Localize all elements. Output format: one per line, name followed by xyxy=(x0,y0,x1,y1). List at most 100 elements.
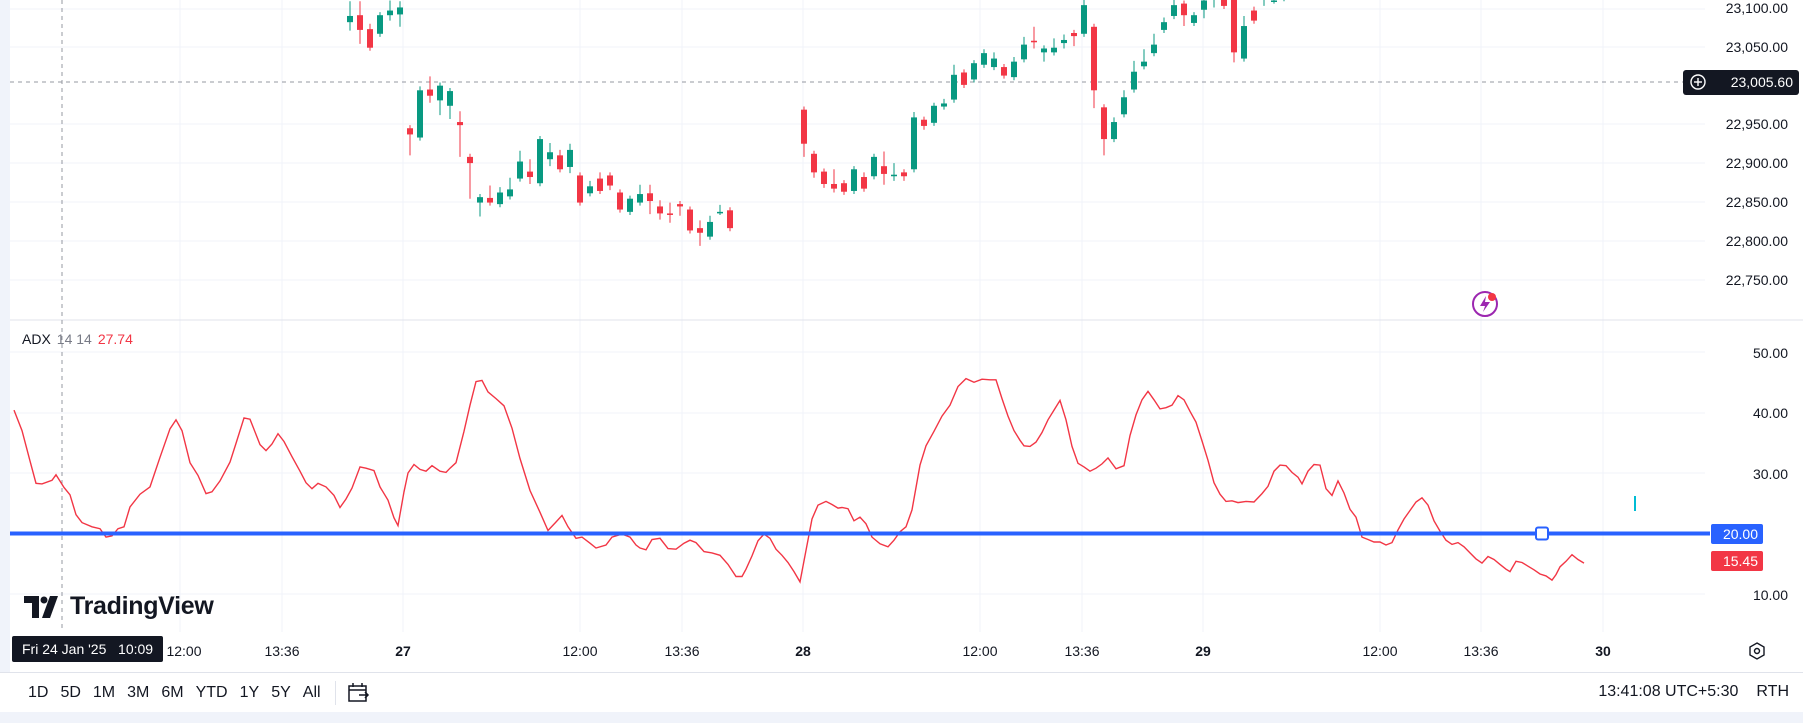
indicator-legend[interactable]: ADX 14 14 27.74 xyxy=(22,331,133,347)
range-all-button[interactable]: All xyxy=(302,684,321,701)
candle xyxy=(527,171,533,178)
candle xyxy=(477,197,483,203)
price-tick: 22,900.00 xyxy=(1726,155,1788,171)
add-alert-icon[interactable] xyxy=(1690,74,1706,90)
candle xyxy=(697,228,703,233)
candle xyxy=(607,175,613,186)
range-1y-button[interactable]: 1Y xyxy=(239,684,260,701)
candle xyxy=(617,192,623,210)
candle xyxy=(1161,22,1167,30)
candle xyxy=(597,178,603,191)
candle xyxy=(881,166,887,174)
candle xyxy=(1021,44,1027,60)
candle xyxy=(1141,61,1147,67)
candle xyxy=(1271,0,1277,2)
candle xyxy=(537,139,543,184)
bottom-toolbar: 1D 5D 1M 3M 6M YTD 1Y 5Y All 13:41:08 UT… xyxy=(0,672,1803,713)
candle xyxy=(357,15,363,30)
session-toggle[interactable]: RTH xyxy=(1756,683,1789,700)
range-6m-button[interactable]: 6M xyxy=(161,684,184,701)
candle xyxy=(507,189,513,197)
time-label-day: 30 xyxy=(1595,643,1611,659)
adx-current-value-label: 15.45 xyxy=(1711,551,1763,571)
adx-axis[interactable]: 50.00 40.00 30.00 10.00 xyxy=(1753,345,1788,603)
grid xyxy=(10,0,1705,632)
price-tick: 23,050.00 xyxy=(1726,39,1788,55)
time-label: 12:00 xyxy=(166,643,201,659)
bottom-border xyxy=(0,712,1803,723)
price-tick: 23,100.00 xyxy=(1726,0,1788,16)
candle xyxy=(1011,61,1017,78)
axis-settings-icon[interactable] xyxy=(1749,642,1765,660)
tradingview-logo[interactable]: TradingView xyxy=(24,592,214,621)
candle xyxy=(547,152,553,160)
candle xyxy=(1031,40,1037,43)
adx-line[interactable] xyxy=(13,377,1585,584)
level-line-handle[interactable] xyxy=(1535,526,1549,541)
time-label: 12:00 xyxy=(1362,643,1397,659)
candle xyxy=(891,174,897,177)
candle xyxy=(517,161,523,179)
candle xyxy=(1041,48,1047,53)
lightning-alert-icon[interactable] xyxy=(1472,291,1498,317)
clock-timezone[interactable]: 13:41:08 UTC+5:30 xyxy=(1598,683,1739,700)
price-candles[interactable] xyxy=(347,0,1317,246)
candle xyxy=(347,15,353,23)
price-tick: 22,850.00 xyxy=(1726,194,1788,210)
time-label: 13:36 xyxy=(1463,643,1498,659)
candle xyxy=(497,192,503,205)
candle xyxy=(557,155,563,170)
candle xyxy=(1231,0,1237,53)
adx-tick: 50.00 xyxy=(1753,345,1788,361)
candle xyxy=(1061,39,1067,44)
range-ytd-button[interactable]: YTD xyxy=(195,684,228,701)
candle xyxy=(687,209,693,231)
indicator-params: 14 14 xyxy=(56,331,92,347)
candle xyxy=(417,90,423,138)
candle xyxy=(821,171,827,184)
candle xyxy=(727,210,733,229)
time-axis[interactable]: 12:00 13:36 27 12:00 13:36 28 12:00 13:3… xyxy=(166,643,1611,659)
adx-tick: 30.00 xyxy=(1753,466,1788,482)
candle xyxy=(1081,5,1087,34)
candle xyxy=(901,172,907,177)
candle xyxy=(437,85,443,101)
range-5d-button[interactable]: 5D xyxy=(60,684,81,701)
candle xyxy=(587,186,593,194)
indicator-value: 27.74 xyxy=(97,331,133,347)
candle xyxy=(1181,3,1187,16)
crosshair-price-label: 23,005.60 xyxy=(1683,70,1799,95)
candle xyxy=(577,175,583,203)
candle xyxy=(991,58,997,68)
adx-pane[interactable] xyxy=(13,377,1585,584)
left-border xyxy=(0,0,10,672)
goto-date-calendar-icon[interactable] xyxy=(344,679,372,707)
candle xyxy=(567,149,573,167)
candle xyxy=(811,153,817,173)
candle xyxy=(911,117,917,170)
time-label: 13:36 xyxy=(1064,643,1099,659)
svg-text:15.45: 15.45 xyxy=(1723,553,1758,569)
candle xyxy=(1241,26,1247,59)
svg-text:20.00: 20.00 xyxy=(1723,526,1758,542)
range-1d-button[interactable]: 1D xyxy=(28,684,49,701)
range-1m-button[interactable]: 1M xyxy=(92,684,116,701)
candle xyxy=(647,193,653,202)
candle xyxy=(1121,97,1127,115)
candle xyxy=(397,7,403,15)
candle xyxy=(467,156,473,164)
candle xyxy=(407,128,413,135)
candle xyxy=(1171,5,1177,16)
candle xyxy=(677,204,683,207)
range-5y-button[interactable]: 5Y xyxy=(271,684,291,701)
candle xyxy=(941,103,947,107)
crosshair-date-label: Fri 24 Jan '25 10:09 xyxy=(12,636,164,662)
candle xyxy=(657,206,663,214)
candle xyxy=(1201,0,1207,10)
candle xyxy=(981,53,987,65)
price-axis[interactable]: 23,100.00 23,050.00 22,950.00 22,900.00 … xyxy=(1726,0,1788,288)
candle xyxy=(1251,10,1257,21)
range-3m-button[interactable]: 3M xyxy=(127,684,150,701)
